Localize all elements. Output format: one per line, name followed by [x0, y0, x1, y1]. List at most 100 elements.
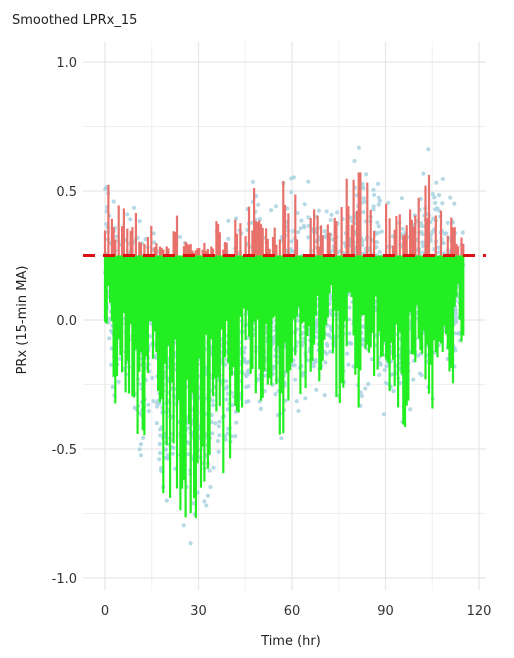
raw-point — [191, 501, 196, 506]
raw-point — [151, 231, 156, 236]
raw-point — [165, 456, 170, 461]
raw-point — [250, 179, 256, 184]
raw-point — [216, 424, 221, 429]
raw-point — [188, 541, 193, 546]
raw-point — [152, 240, 157, 245]
raw-point — [314, 335, 319, 340]
raw-point — [377, 198, 382, 204]
raw-point — [107, 336, 112, 341]
y-tick-label: -1.0 — [52, 572, 77, 587]
raw-point — [246, 372, 251, 377]
raw-point — [299, 218, 304, 223]
raw-point — [377, 372, 382, 377]
y-tick-label: 1.0 — [56, 56, 77, 71]
raw-point — [256, 202, 261, 207]
raw-point — [306, 179, 311, 184]
raw-point — [398, 381, 403, 386]
raw-point — [426, 147, 431, 152]
raw-point — [454, 320, 459, 325]
raw-point — [434, 180, 439, 185]
raw-point — [408, 407, 413, 412]
raw-point — [349, 341, 354, 346]
raw-point — [177, 234, 182, 240]
raw-point — [257, 216, 262, 222]
raw-point — [269, 208, 274, 213]
x-tick-label: 0 — [101, 604, 109, 619]
raw-point — [103, 187, 108, 192]
raw-point — [375, 220, 380, 225]
raw-point — [215, 439, 221, 444]
raw-point — [346, 362, 351, 367]
raw-point — [157, 401, 162, 406]
raw-point — [460, 230, 465, 235]
raw-point — [445, 220, 450, 225]
raw-point — [411, 377, 416, 382]
raw-point — [323, 360, 328, 365]
raw-point — [453, 308, 458, 313]
raw-point — [233, 216, 239, 221]
raw-point — [293, 377, 298, 382]
raw-point — [111, 199, 116, 204]
raw-point — [316, 208, 321, 213]
raw-point — [303, 396, 308, 401]
raw-point — [246, 384, 251, 389]
raw-point — [205, 493, 211, 498]
raw-point — [371, 207, 376, 212]
raw-point — [377, 249, 382, 254]
raw-point — [386, 200, 391, 205]
raw-point — [328, 297, 333, 302]
raw-point — [328, 293, 333, 298]
raw-point — [204, 503, 209, 508]
y-tick-label: 0.5 — [56, 185, 77, 200]
smoothed-above-threshold — [103, 172, 465, 256]
raw-point — [150, 375, 155, 380]
raw-point — [217, 433, 222, 438]
raw-point — [157, 441, 162, 447]
raw-point — [223, 437, 228, 442]
raw-point — [433, 200, 438, 206]
raw-point — [369, 357, 374, 362]
raw-point — [399, 196, 404, 201]
raw-point — [138, 442, 143, 447]
raw-point — [301, 330, 306, 336]
raw-point — [224, 397, 229, 402]
raw-point — [116, 379, 121, 384]
raw-point — [217, 419, 222, 424]
raw-point — [155, 404, 160, 409]
raw-point — [210, 431, 215, 436]
raw-point — [301, 370, 306, 375]
raw-point — [329, 212, 334, 217]
chart-title: Smoothed LPRx_15 — [12, 13, 137, 28]
raw-point — [296, 408, 301, 413]
raw-point — [314, 329, 320, 335]
raw-point — [371, 187, 376, 192]
raw-point — [289, 239, 294, 244]
raw-point — [356, 145, 361, 150]
raw-point — [146, 409, 151, 414]
raw-point — [262, 373, 268, 378]
raw-point — [163, 447, 169, 452]
raw-point — [234, 420, 239, 425]
x-tick-label: 120 — [467, 604, 492, 619]
raw-point — [104, 222, 109, 227]
raw-point — [435, 206, 440, 211]
raw-point — [322, 393, 327, 398]
raw-point — [453, 348, 458, 353]
raw-point — [322, 229, 327, 234]
raw-point — [202, 499, 207, 504]
raw-point — [436, 245, 441, 250]
raw-point — [360, 181, 365, 186]
raw-point — [454, 311, 459, 316]
raw-point — [138, 382, 143, 387]
raw-point — [157, 450, 163, 456]
raw-point — [360, 185, 365, 190]
raw-point — [186, 426, 191, 431]
raw-point — [362, 199, 367, 204]
raw-point — [372, 192, 377, 197]
raw-point — [226, 236, 231, 241]
raw-point — [300, 340, 305, 345]
raw-point — [289, 190, 294, 195]
raw-point — [400, 226, 405, 231]
raw-point — [208, 484, 213, 490]
raw-point — [391, 389, 396, 394]
